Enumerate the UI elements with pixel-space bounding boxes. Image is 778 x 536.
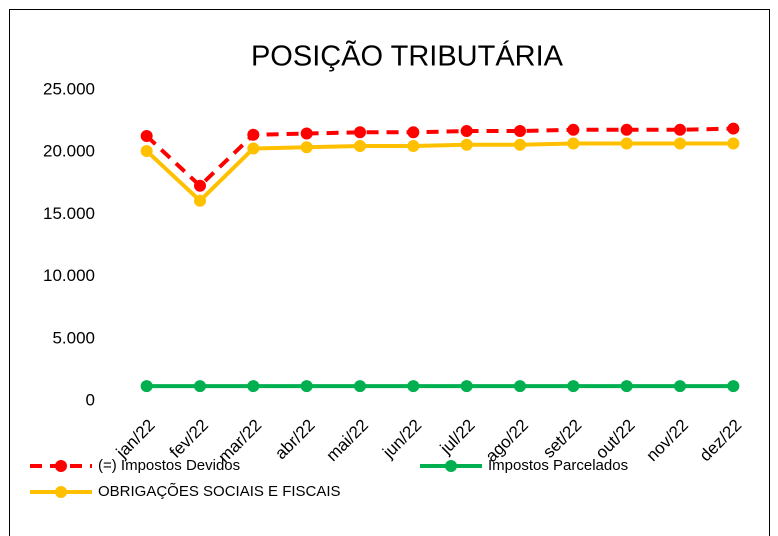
series-marker xyxy=(140,380,153,393)
series-marker xyxy=(407,139,420,152)
legend-label: Impostos Parcelados xyxy=(488,457,628,474)
series-marker xyxy=(567,137,580,150)
series-marker xyxy=(247,128,260,141)
series-marker xyxy=(460,380,473,393)
legend-label: OBRIGAÇÕES SOCIAIS E FISCAIS xyxy=(98,483,341,500)
series-marker xyxy=(300,380,313,393)
series-marker xyxy=(194,194,206,207)
series-marker xyxy=(194,380,206,393)
series-marker xyxy=(674,137,686,150)
legend-marker xyxy=(55,460,67,472)
series-marker xyxy=(140,130,153,143)
series-marker xyxy=(727,122,740,135)
legend-marker xyxy=(445,460,457,472)
series-marker xyxy=(460,138,473,151)
series-marker xyxy=(674,380,686,393)
series-marker xyxy=(514,138,526,151)
series-marker xyxy=(567,380,580,393)
series-marker xyxy=(567,123,580,136)
series-marker xyxy=(194,179,206,192)
series-line xyxy=(145,141,734,204)
chart-title: POSIÇÃO TRIBUTÁRIA xyxy=(251,39,564,73)
series-marker xyxy=(727,380,740,393)
series-marker xyxy=(300,141,313,154)
legend-label: (=) Impostos Devidos xyxy=(98,457,240,474)
series-marker xyxy=(354,139,366,152)
series-marker xyxy=(407,126,420,139)
y-tick-label: 10.000 xyxy=(43,266,95,285)
chart-border xyxy=(9,9,770,536)
series-marker xyxy=(460,125,473,138)
series-marker xyxy=(514,125,526,138)
series-marker xyxy=(620,137,633,150)
series-marker xyxy=(407,380,420,393)
series-marker xyxy=(354,380,366,393)
series-marker xyxy=(620,123,633,136)
series-marker xyxy=(354,126,366,139)
series-marker xyxy=(727,137,740,150)
series-marker xyxy=(300,127,313,140)
y-tick-label: 20.000 xyxy=(43,142,95,161)
series-marker xyxy=(620,380,633,393)
series-marker xyxy=(140,144,153,157)
series-marker xyxy=(514,380,526,393)
series-marker xyxy=(247,380,260,393)
legend-marker xyxy=(55,486,67,498)
y-tick-label: 5.000 xyxy=(52,328,95,347)
series-line xyxy=(145,126,734,189)
y-tick-label: 25.000 xyxy=(43,79,95,98)
y-tick-label: 0 xyxy=(86,390,95,409)
series-marker xyxy=(247,142,260,155)
y-tick-label: 15.000 xyxy=(43,204,95,223)
series-marker xyxy=(674,123,686,136)
